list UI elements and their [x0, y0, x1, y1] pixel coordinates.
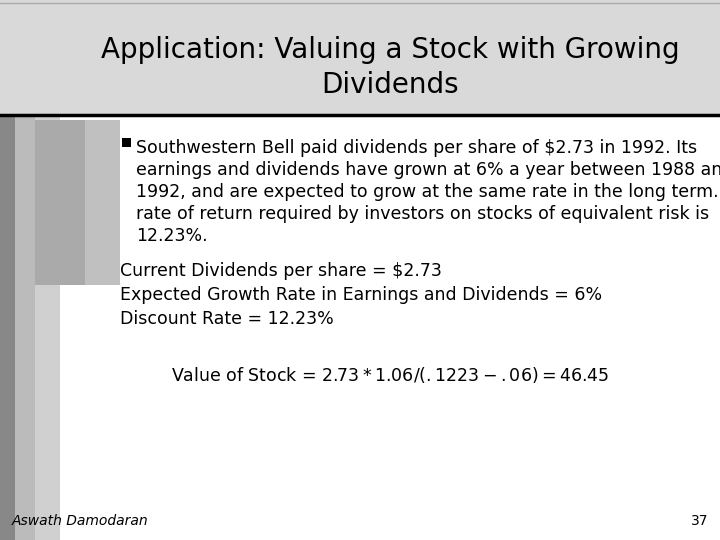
Text: 12.23%.: 12.23%. [136, 227, 207, 245]
Text: Application: Valuing a Stock with Growing: Application: Valuing a Stock with Growin… [101, 36, 679, 64]
Text: Current Dividends per share = $2.73: Current Dividends per share = $2.73 [120, 262, 442, 280]
Bar [0, 0, 15, 540]
Text: earnings and dividends have grown at 6% a year between 1988 and: earnings and dividends have grown at 6% … [136, 161, 720, 179]
Text: Dividends: Dividends [321, 71, 459, 99]
Bar [122, 138, 131, 147]
Text: Southwestern Bell paid dividends per share of $2.73 in 1992. Its: Southwestern Bell paid dividends per sha… [136, 139, 697, 157]
Text: Discount Rate = 12.23%: Discount Rate = 12.23% [120, 310, 334, 328]
Text: rate of return required by investors on stocks of equivalent risk is: rate of return required by investors on … [136, 205, 709, 223]
Bar [15, 0, 35, 540]
Text: 1992, and are expected to grow at the same rate in the long term. The: 1992, and are expected to grow at the sa… [136, 183, 720, 201]
Text: Aswath Damodaran: Aswath Damodaran [12, 514, 148, 528]
Text: Value of Stock = $2.73 *1.06 / (.1223 -.06) = $46.45: Value of Stock = $2.73 *1.06 / (.1223 -.… [171, 365, 609, 385]
Text: Expected Growth Rate in Earnings and Dividends = 6%: Expected Growth Rate in Earnings and Div… [120, 286, 602, 304]
Text: 37: 37 [690, 514, 708, 528]
Bar [35, 120, 120, 285]
Bar [35, 120, 85, 285]
Bar [35, 110, 60, 540]
Bar [0, 0, 720, 115]
